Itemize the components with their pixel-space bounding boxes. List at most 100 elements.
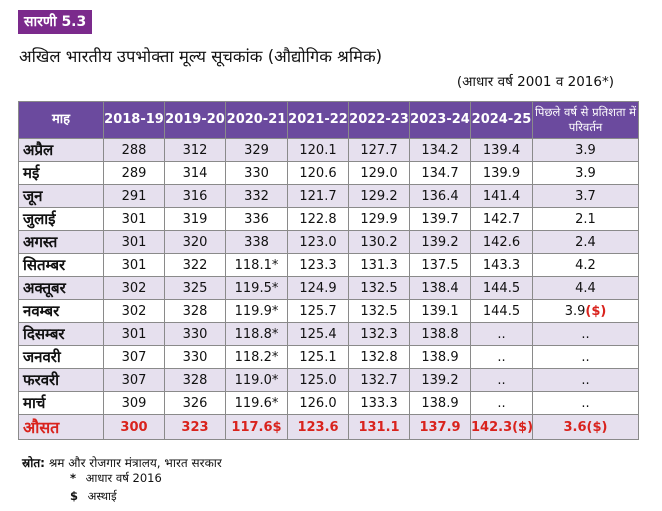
value-cell: 316 <box>164 184 226 208</box>
value-text: 138.8 <box>421 326 459 342</box>
table-number-badge: सारणी 5.3 <box>18 10 93 34</box>
value-cell: 144.5 <box>470 276 533 300</box>
value-text: .. <box>497 372 506 388</box>
value-cell: 119.0* <box>225 368 288 392</box>
value-cell: 328 <box>164 299 226 323</box>
value-text: 322 <box>182 257 208 273</box>
value-cell: 125.4 <box>287 322 349 346</box>
value-cell: 141.4 <box>470 184 533 208</box>
value-text: 137.5 <box>421 257 459 273</box>
value-text: 325 <box>182 280 208 296</box>
value-text: 328 <box>182 303 208 319</box>
value-cell: 132.5 <box>348 276 410 300</box>
value-text: 338 <box>244 234 269 250</box>
month-cell: अप्रैल <box>18 138 104 162</box>
value-cell: 132.5 <box>348 299 410 323</box>
table-row: मार्च 309 326 119.6* 126.0 133.3 138.9.... <box>18 391 639 415</box>
value-cell: 118.1* <box>225 253 288 277</box>
value-text: 330 <box>244 165 269 181</box>
value-text: 119.6* <box>234 395 279 411</box>
source-text: श्रम और रोजगार मंत्रालय, भारत सरकार <box>48 456 222 470</box>
value-cell: 132.7 <box>348 368 410 392</box>
value-cell: 120.6 <box>287 161 349 185</box>
average-row: औसत 300 323 117.6$ 123.6 131.1 137.9 142.3($) 3.… <box>18 414 639 440</box>
header-year: 2023-24 <box>409 101 471 139</box>
value-cell: 129.2 <box>348 184 410 208</box>
value-text: 123.3 <box>299 257 337 273</box>
value-text: 320 <box>182 234 208 250</box>
value-cell: 137.5 <box>409 253 471 277</box>
value-cell: 119.9* <box>225 299 288 323</box>
average-value: 117.6$ <box>225 414 288 440</box>
base-year-note: (आधार वर्ष 2001 व 2016*) <box>456 74 614 90</box>
value-text: 301 <box>121 211 147 227</box>
value-text: 3.9 <box>575 165 596 181</box>
value-text: 3.9 <box>564 303 586 319</box>
value-cell: 314 <box>164 161 226 185</box>
month-cell: मार्च <box>18 391 104 415</box>
average-value: 131.1 <box>348 414 410 440</box>
value-text: 139.2 <box>421 234 459 250</box>
average-value: 3.6($) <box>532 414 639 440</box>
table-title: अखिल भारतीय उपभोक्ता मूल्य सूचकांक (औद्य… <box>19 47 383 66</box>
value-cell: 4.4 <box>532 276 639 300</box>
value-cell: .. <box>470 368 533 392</box>
month-cell: अगस्त <box>18 230 104 254</box>
header-year: 2020-21 <box>225 101 288 139</box>
value-cell: .. <box>470 391 533 415</box>
value-text: 125.1 <box>299 349 337 365</box>
table-row: अप्रैल 288 312 329 120.1 127.7 134.2 139.4 3.9 <box>18 138 639 162</box>
value-text: .. <box>581 395 590 411</box>
footnote-asterisk: * <box>70 471 77 485</box>
value-text: 142.6 <box>482 234 521 250</box>
average-value: 323 <box>164 414 226 440</box>
value-cell: 138.9 <box>409 345 471 369</box>
value-text: .. <box>581 326 590 342</box>
value-cell: 142.7 <box>470 207 533 231</box>
value-text: 119.9* <box>234 303 279 319</box>
value-cell: 129.0 <box>348 161 410 185</box>
value-cell: 126.0 <box>287 391 349 415</box>
value-cell: 134.7 <box>409 161 471 185</box>
value-text: 309 <box>121 395 147 411</box>
value-text: 139.2 <box>421 372 459 388</box>
value-cell: 136.4 <box>409 184 471 208</box>
value-cell: 3.9 <box>532 138 639 162</box>
value-text: 118.2* <box>234 349 279 365</box>
value-cell: 130.2 <box>348 230 410 254</box>
value-text: 139.7 <box>421 211 459 227</box>
month-cell: सितम्बर <box>18 253 104 277</box>
value-text: 301 <box>121 234 147 250</box>
value-cell: 139.4 <box>470 138 533 162</box>
value-cell: 138.4 <box>409 276 471 300</box>
average-value: 142.3($) <box>470 414 533 440</box>
value-cell: 301 <box>103 322 165 346</box>
value-text: 122.8 <box>299 211 337 227</box>
value-cell: 139.9 <box>470 161 533 185</box>
value-text: 319 <box>182 211 208 227</box>
value-text: 138.4 <box>421 280 459 296</box>
value-text: .. <box>497 326 506 342</box>
value-cell: 131.3 <box>348 253 410 277</box>
value-cell: 132.3 <box>348 322 410 346</box>
value-cell: 289 <box>103 161 165 185</box>
value-cell: 132.8 <box>348 345 410 369</box>
value-cell: 4.2 <box>532 253 639 277</box>
value-cell: 302 <box>103 299 165 323</box>
value-text: 127.7 <box>360 142 398 158</box>
value-cell: 133.3 <box>348 391 410 415</box>
value-cell: 291 <box>103 184 165 208</box>
table-row: दिसम्बर 301 330 118.8* 125.4 132.3 138.8.... <box>18 322 639 346</box>
value-cell: 302 <box>103 276 165 300</box>
value-cell: 125.7 <box>287 299 349 323</box>
value-text: 123.0 <box>299 234 337 250</box>
value-text: 144.5 <box>482 303 521 319</box>
source-line: स्रोत: श्रम और रोजगार मंत्रालय, भारत सरक… <box>22 454 222 471</box>
value-text: 4.2 <box>575 257 596 273</box>
value-cell: 124.9 <box>287 276 349 300</box>
value-text: .. <box>497 349 506 365</box>
value-text: 291 <box>121 188 147 204</box>
value-cell: 328 <box>164 368 226 392</box>
value-text: 132.5 <box>360 303 398 319</box>
value-text: 129.9 <box>360 211 398 227</box>
